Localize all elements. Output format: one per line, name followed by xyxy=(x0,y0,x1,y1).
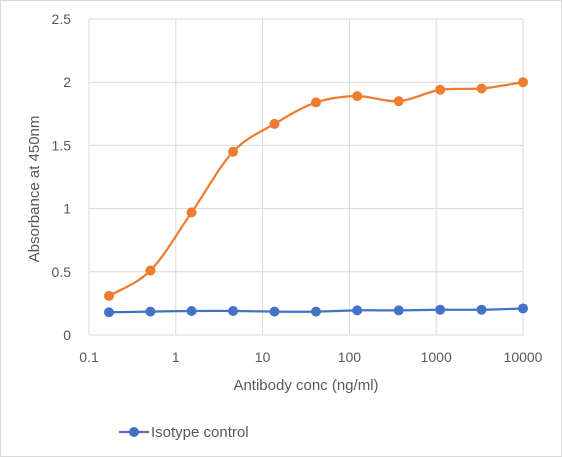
data-point xyxy=(476,83,487,94)
data-point xyxy=(186,207,197,218)
data-point xyxy=(518,77,528,88)
data-point xyxy=(269,306,280,317)
data-point xyxy=(310,306,321,317)
data-point xyxy=(310,97,321,108)
data-point xyxy=(145,265,156,276)
legend-marker-isotype-control xyxy=(129,427,139,437)
x-tick-label: 10000 xyxy=(504,349,543,365)
data-point xyxy=(228,146,239,157)
series-isotype-control xyxy=(104,303,528,318)
x-tick-label: 0.1 xyxy=(79,349,99,365)
data-point xyxy=(104,290,115,301)
y-tick-label: 0 xyxy=(63,327,71,343)
data-point xyxy=(518,303,528,314)
series-line xyxy=(108,81,524,297)
data-point xyxy=(228,305,239,316)
data-point xyxy=(269,118,280,129)
data-point xyxy=(435,84,446,95)
y-tick-label: 2 xyxy=(63,74,71,90)
data-point xyxy=(145,306,156,317)
legend: Isotype control xyxy=(119,424,249,441)
legend-label-isotype-control: Isotype control xyxy=(151,424,249,441)
x-axis-ticks: 0.1 1 10 100 1000 10000 xyxy=(79,349,542,365)
data-point xyxy=(476,304,487,315)
data-point xyxy=(393,96,404,107)
x-tick-label: 1000 xyxy=(421,349,452,365)
x-tick-label: 1 xyxy=(172,349,180,365)
x-tick-label: 10 xyxy=(255,349,271,365)
data-point xyxy=(393,305,404,316)
data-point xyxy=(186,305,197,316)
series-layer xyxy=(104,77,528,318)
y-tick-label: 1.5 xyxy=(52,137,72,153)
y-tick-label: 2.5 xyxy=(52,11,72,27)
data-point xyxy=(435,304,446,315)
y-tick-label: 0.5 xyxy=(52,264,72,280)
y-axis-ticks: 0 0.5 1 1.5 2 2.5 xyxy=(52,11,72,343)
grid xyxy=(88,18,524,336)
y-axis-title: Absorbance at 450nm xyxy=(26,116,43,263)
x-axis-title: Antibody conc (ng/ml) xyxy=(233,377,378,394)
data-point xyxy=(352,91,363,102)
data-point xyxy=(352,305,363,316)
x-tick-label: 100 xyxy=(338,349,362,365)
series-antibody xyxy=(104,77,528,301)
y-tick-label: 1 xyxy=(63,201,71,217)
data-point xyxy=(104,307,115,318)
